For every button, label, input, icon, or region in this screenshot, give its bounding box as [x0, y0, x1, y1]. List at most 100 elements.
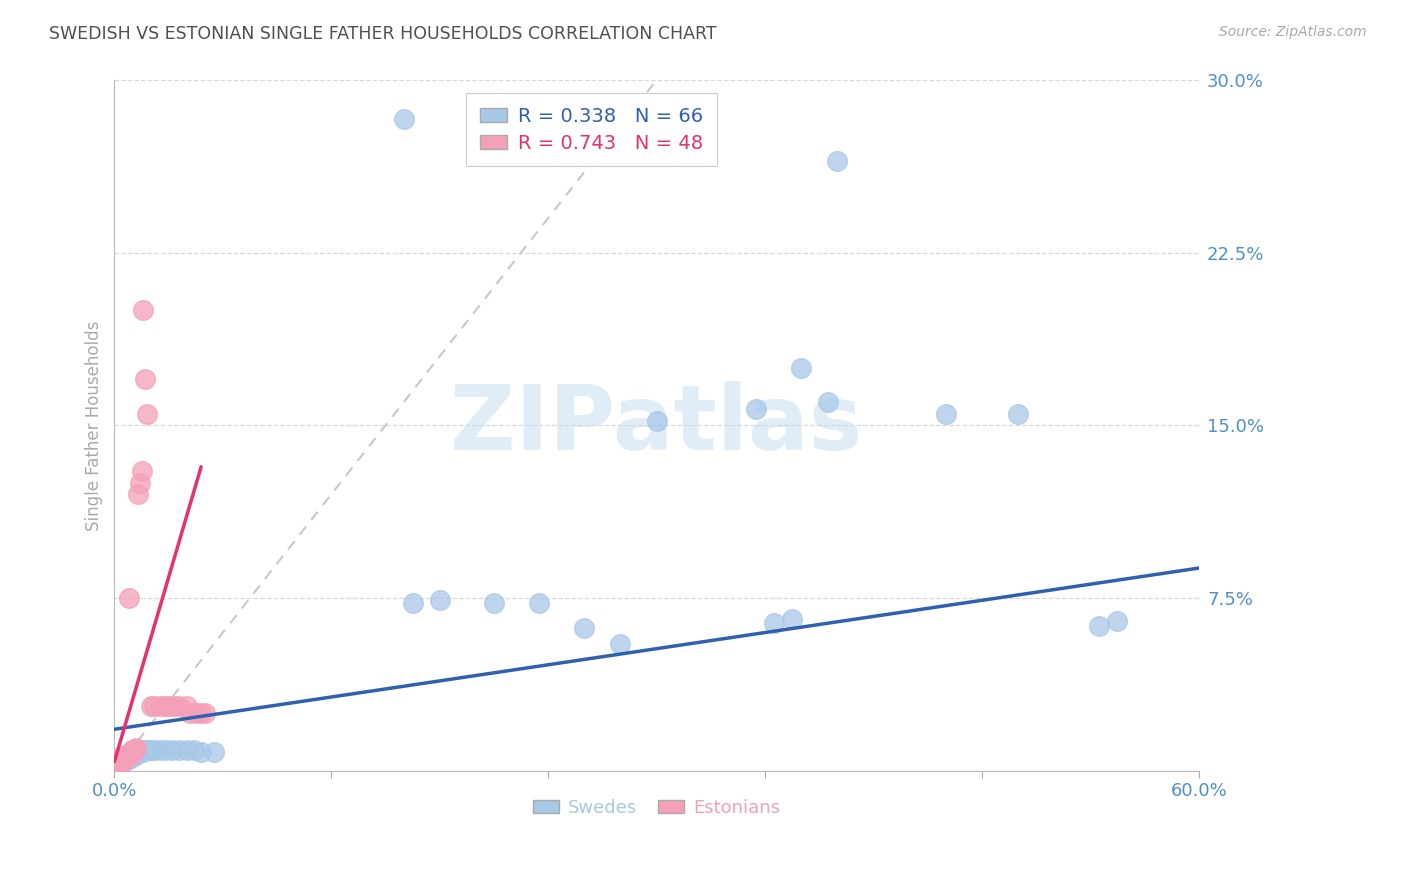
Estonians [107, 752, 129, 766]
Swedes [153, 743, 176, 757]
Estonians [114, 750, 136, 764]
Swedes [827, 153, 849, 168]
Swedes [482, 596, 505, 610]
Swedes [183, 743, 205, 757]
Swedes [745, 402, 768, 417]
Estonians [108, 752, 131, 766]
Swedes [527, 596, 550, 610]
Text: Source: ZipAtlas.com: Source: ZipAtlas.com [1219, 25, 1367, 39]
Swedes [108, 755, 131, 769]
Swedes [124, 747, 146, 762]
Estonians [184, 706, 207, 720]
Estonians [176, 699, 198, 714]
Estonians [112, 755, 135, 769]
Estonians [108, 756, 131, 771]
Swedes [114, 752, 136, 766]
Estonians [143, 699, 166, 714]
Swedes [111, 756, 134, 771]
Swedes [1007, 407, 1029, 421]
Estonians [115, 750, 138, 764]
Estonians [157, 699, 180, 714]
Swedes [124, 745, 146, 759]
Swedes [121, 750, 143, 764]
Estonians [163, 699, 186, 714]
Swedes [121, 745, 143, 759]
Estonians [105, 756, 128, 771]
Swedes [609, 637, 631, 651]
Estonians [111, 750, 134, 764]
Swedes [132, 745, 155, 759]
Estonians [139, 699, 162, 714]
Swedes [105, 755, 128, 769]
Estonians [194, 706, 217, 720]
Swedes [107, 756, 129, 771]
Swedes [169, 743, 191, 757]
Swedes [108, 752, 131, 766]
Estonians [120, 745, 142, 759]
Estonians [169, 699, 191, 714]
Estonians [111, 752, 134, 766]
Swedes [401, 596, 423, 610]
Swedes [115, 752, 138, 766]
Swedes [1088, 618, 1111, 632]
Estonians [124, 743, 146, 757]
Estonians [105, 755, 128, 769]
Estonians [128, 475, 150, 490]
Legend: Swedes, Estonians: Swedes, Estonians [526, 791, 787, 824]
Swedes [574, 621, 596, 635]
Swedes [118, 752, 141, 766]
Estonians [115, 747, 138, 762]
Swedes [128, 745, 150, 759]
Swedes [935, 407, 957, 421]
Estonians [125, 740, 148, 755]
Swedes [143, 743, 166, 757]
Swedes [790, 360, 813, 375]
Estonians [112, 750, 135, 764]
Swedes [115, 750, 138, 764]
Text: ZIPatlas: ZIPatlas [450, 382, 863, 469]
Estonians [105, 759, 128, 773]
Estonians [114, 747, 136, 762]
Swedes [118, 747, 141, 762]
Swedes [176, 743, 198, 757]
Swedes [125, 747, 148, 762]
Swedes [202, 745, 225, 759]
Swedes [125, 745, 148, 759]
Estonians [103, 756, 125, 771]
Estonians [190, 706, 212, 720]
Estonians [134, 372, 156, 386]
Swedes [780, 612, 803, 626]
Swedes [128, 743, 150, 757]
Swedes [763, 616, 786, 631]
Swedes [190, 745, 212, 759]
Estonians [149, 699, 172, 714]
Estonians [132, 303, 155, 318]
Swedes [127, 745, 149, 759]
Estonians [107, 756, 129, 771]
Y-axis label: Single Father Households: Single Father Households [86, 320, 103, 531]
Swedes [111, 755, 134, 769]
Swedes [392, 112, 415, 127]
Swedes [115, 747, 138, 762]
Swedes [114, 755, 136, 769]
Swedes [105, 756, 128, 771]
Estonians [120, 747, 142, 762]
Swedes [121, 747, 143, 762]
Swedes [108, 756, 131, 771]
Swedes [645, 414, 668, 428]
Estonians [121, 745, 143, 759]
Swedes [107, 755, 129, 769]
Estonians [131, 464, 153, 478]
Text: SWEDISH VS ESTONIAN SINGLE FATHER HOUSEHOLDS CORRELATION CHART: SWEDISH VS ESTONIAN SINGLE FATHER HOUSEH… [49, 25, 717, 43]
Swedes [131, 743, 153, 757]
Swedes [139, 743, 162, 757]
Swedes [162, 743, 184, 757]
Swedes [1107, 614, 1129, 628]
Swedes [111, 752, 134, 766]
Estonians [179, 706, 201, 720]
Swedes [149, 743, 172, 757]
Estonians [121, 743, 143, 757]
Swedes [112, 750, 135, 764]
Swedes [118, 750, 141, 764]
Swedes [120, 750, 142, 764]
